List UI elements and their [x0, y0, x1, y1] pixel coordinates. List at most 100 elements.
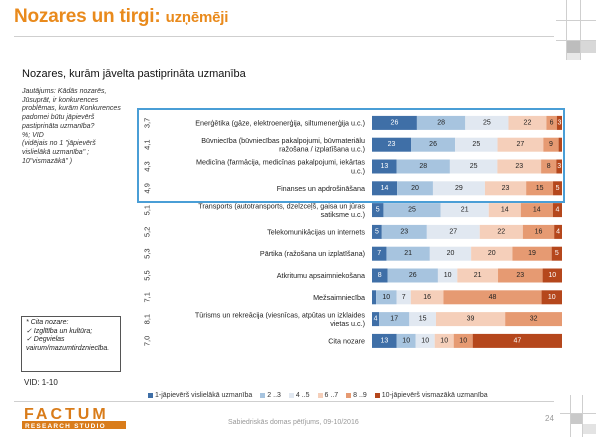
data-label: 23 — [516, 272, 524, 279]
data-label: 25 — [483, 119, 491, 126]
data-label: 25 — [470, 163, 478, 170]
bar-segment — [526, 181, 554, 196]
question-line: 10"vismazākā" ) — [22, 157, 73, 165]
data-label: 4 — [374, 316, 378, 323]
data-label: 47 — [513, 337, 521, 344]
legend-item: 10-jāpievērš vismazākā uzmanība — [374, 392, 488, 399]
legend-label: 6 ..7 — [324, 392, 339, 399]
data-label: 16 — [423, 294, 431, 301]
category-label: u.c.) — [351, 166, 365, 175]
legend-label: 8 ..9 — [353, 392, 367, 399]
data-label: 26 — [409, 272, 417, 279]
data-label: 8 — [378, 272, 382, 279]
legend-swatch — [260, 392, 266, 398]
vid-value: 5,3 — [143, 248, 152, 258]
category-label: Mežsaimniecība — [313, 293, 365, 302]
data-label: 10 — [382, 294, 390, 301]
legend-label: 10-jāpievērš vismazākā uzmanība — [381, 392, 488, 399]
data-label: 15 — [536, 185, 544, 192]
bar-segment — [453, 333, 473, 348]
vid-value: 5,2 — [143, 227, 152, 237]
legend-item: 1-jāpievērš vislielākā uzmanība — [148, 392, 252, 399]
bar-segment — [411, 137, 456, 152]
bar-segment — [542, 268, 562, 283]
bar-segment — [415, 333, 435, 348]
question-text: Jautājums: Kādās nozarēs, Jūsuprāt, ir k… — [22, 88, 132, 166]
corner-decoration-bottom — [560, 395, 596, 437]
data-label: 7 — [402, 294, 406, 301]
chart-legend: 1-jāpievērš vislielākā uzmanība 2 ..3 4 ..… — [148, 392, 496, 399]
vid-value: 7,0 — [143, 336, 152, 346]
bar-segment — [455, 137, 498, 152]
legend-label: 2 ..3 — [267, 392, 281, 399]
bar-segment — [397, 181, 433, 196]
bar-segment — [372, 312, 380, 327]
bar-segment — [426, 224, 480, 239]
bar-segment — [372, 224, 382, 239]
bar-segment — [372, 246, 387, 261]
category-label: Telekomunikācijas un internets — [267, 227, 365, 236]
bar-segment — [551, 246, 562, 261]
data-label: 6 — [550, 119, 554, 126]
data-label: 5 — [376, 207, 380, 214]
data-label: 7 — [377, 250, 381, 257]
bar-segment — [554, 224, 562, 239]
bar-segment — [409, 312, 436, 327]
bar-segment — [396, 159, 450, 174]
bar-segment — [381, 224, 427, 239]
question-line: padomei būtu jāpievērš — [22, 114, 95, 122]
bar-segment — [372, 159, 397, 174]
data-label: 5 — [375, 228, 379, 235]
bar-segment — [372, 290, 377, 305]
bar-segment — [465, 115, 509, 130]
data-label: 25 — [408, 207, 416, 214]
data-label: 10 — [440, 337, 448, 344]
data-label: 4 — [556, 228, 560, 235]
bar-segment — [497, 137, 544, 152]
logo-top-text: FACTUM — [24, 406, 109, 423]
data-label: 22 — [524, 119, 532, 126]
bar-segment — [449, 159, 498, 174]
legend-swatch — [374, 392, 380, 398]
data-label: 20 — [488, 250, 496, 257]
category-label: Būvniecība (būvniecības pakalpojumi, būv… — [201, 136, 365, 145]
data-label: 10 — [548, 272, 556, 279]
bar-segment — [437, 268, 458, 283]
footnote-line: ✓ Degvielas — [26, 336, 65, 343]
vid-value: 4,1 — [143, 139, 152, 149]
data-label: 10 — [421, 337, 429, 344]
legend-swatch — [288, 392, 294, 398]
factum-logo: FACTUM RESEARCH STUDIO — [22, 404, 140, 430]
data-label: 27 — [449, 228, 457, 235]
data-label: 4 — [555, 207, 559, 214]
vid-value: 5,5 — [143, 270, 152, 280]
data-label: 48 — [489, 294, 497, 301]
data-label: 15 — [419, 316, 427, 323]
vid-value: 3,7 — [143, 118, 152, 128]
legend-swatch — [317, 392, 323, 398]
category-label: Pārtika (ražošana un izplatīšana) — [260, 249, 365, 258]
question-line: (vidējais no 1 "jāpievērš — [22, 140, 96, 148]
vid-value: 5,1 — [143, 205, 152, 215]
data-label: 28 — [437, 119, 445, 126]
chart-heading: Nozares, kurām jāvelta pastiprināta uzma… — [22, 68, 246, 80]
bar-segment — [396, 290, 411, 305]
bar-segment — [520, 203, 553, 218]
data-label: 9 — [549, 141, 553, 148]
footnote-box: * Cita nozare: ✓ Izglītība un kultūra; ✓… — [21, 316, 121, 372]
data-label: 26 — [429, 141, 437, 148]
page-number: 24 — [545, 414, 554, 423]
data-label: 13 — [380, 163, 388, 170]
legend-swatch — [148, 392, 153, 398]
bar-segment — [541, 159, 557, 174]
data-label: 5 — [556, 185, 560, 192]
bar-segment — [552, 203, 562, 218]
legend-item: 8 ..9 — [346, 392, 367, 399]
legend-label: 1-jāpievērš vislielākā uzmanība — [155, 392, 253, 399]
data-label: 8 — [547, 163, 551, 170]
legend-item: 6 ..7 — [317, 392, 339, 399]
data-label: 26 — [391, 119, 399, 126]
category-label: Medicīna (farmācija, medicīnas pakalpoju… — [196, 158, 365, 167]
title-sub: uzņēmēji — [165, 9, 229, 26]
